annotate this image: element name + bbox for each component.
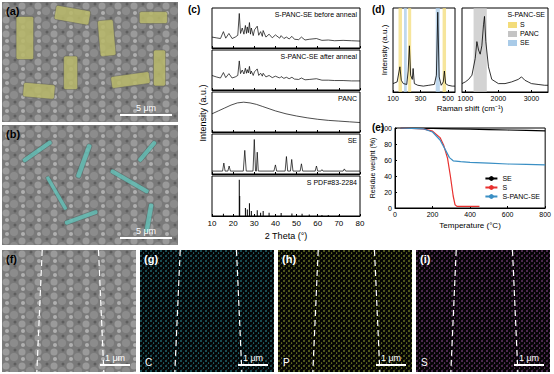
svg-text:500: 500 [442, 95, 454, 102]
svg-text:(i): (i) [420, 253, 431, 265]
svg-text:(h): (h) [282, 253, 296, 265]
svg-text:50: 50 [292, 219, 301, 228]
svg-text:SE: SE [520, 39, 530, 46]
svg-text:S: S [502, 184, 507, 191]
svg-text:(a): (a) [6, 5, 20, 17]
svg-text:60: 60 [384, 157, 392, 164]
svg-text:0: 0 [388, 205, 392, 212]
svg-text:1 μm: 1 μm [105, 353, 125, 363]
svg-text:80: 80 [356, 219, 365, 228]
svg-text:S-PANC-SE: S-PANC-SE [502, 193, 540, 200]
svg-text:PANC: PANC [338, 95, 357, 102]
svg-text:60: 60 [313, 219, 322, 228]
svg-text:1000: 1000 [458, 95, 474, 102]
svg-text:PANC: PANC [520, 30, 539, 37]
svg-text:0: 0 [393, 211, 397, 218]
svg-text:30: 30 [250, 219, 259, 228]
svg-text:Residue weight (%): Residue weight (%) [369, 138, 377, 199]
svg-text:S: S [520, 21, 525, 28]
svg-text:Intensity (a.u.): Intensity (a.u.) [198, 84, 208, 141]
svg-text:40: 40 [384, 173, 392, 180]
svg-text:Temperature (°C): Temperature (°C) [439, 221, 501, 230]
svg-text:70: 70 [334, 219, 343, 228]
svg-text:(e): (e) [372, 122, 384, 133]
svg-text:P: P [283, 357, 290, 368]
svg-text:(c): (c) [188, 4, 200, 15]
svg-text:S: S [421, 357, 428, 368]
svg-text:(f): (f) [6, 253, 17, 265]
svg-text:10: 10 [208, 219, 217, 228]
svg-text:(b): (b) [6, 128, 20, 140]
svg-text:40: 40 [271, 219, 280, 228]
svg-text:S-PANC-SE: S-PANC-SE [507, 11, 545, 18]
svg-text:800: 800 [539, 211, 551, 218]
svg-text:2 Theta (°): 2 Theta (°) [265, 231, 307, 241]
svg-text:100: 100 [387, 95, 399, 102]
svg-text:300: 300 [415, 95, 427, 102]
svg-text:1 μm: 1 μm [381, 353, 401, 363]
svg-text:5 μm: 5 μm [136, 226, 156, 236]
svg-text:2000: 2000 [491, 95, 507, 102]
svg-text:(g): (g) [144, 253, 158, 265]
svg-text:Intensity (a.u.): Intensity (a.u.) [380, 24, 389, 75]
svg-text:SE: SE [502, 175, 512, 182]
svg-text:200: 200 [427, 211, 439, 218]
svg-text:S-PANC-SE after anneal: S-PANC-SE after anneal [280, 53, 357, 60]
svg-text:Raman shift (cm⁻¹): Raman shift (cm⁻¹) [437, 104, 504, 113]
svg-text:80: 80 [384, 141, 392, 148]
svg-text:S PDF#83-2284: S PDF#83-2284 [307, 179, 357, 186]
svg-text:1 μm: 1 μm [243, 353, 263, 363]
svg-text:600: 600 [502, 211, 514, 218]
svg-text:S-PANC-SE before anneal: S-PANC-SE before anneal [275, 11, 358, 18]
svg-text:(d): (d) [372, 4, 385, 15]
svg-text:1 μm: 1 μm [519, 353, 539, 363]
svg-text:SE: SE [348, 137, 358, 144]
svg-text:C: C [145, 357, 152, 368]
svg-text:5 μm: 5 μm [136, 103, 156, 113]
svg-text:400: 400 [464, 211, 476, 218]
svg-text:100: 100 [380, 124, 392, 132]
svg-text:3000: 3000 [524, 95, 540, 102]
svg-text:20: 20 [384, 189, 392, 196]
svg-text:20: 20 [229, 219, 238, 228]
